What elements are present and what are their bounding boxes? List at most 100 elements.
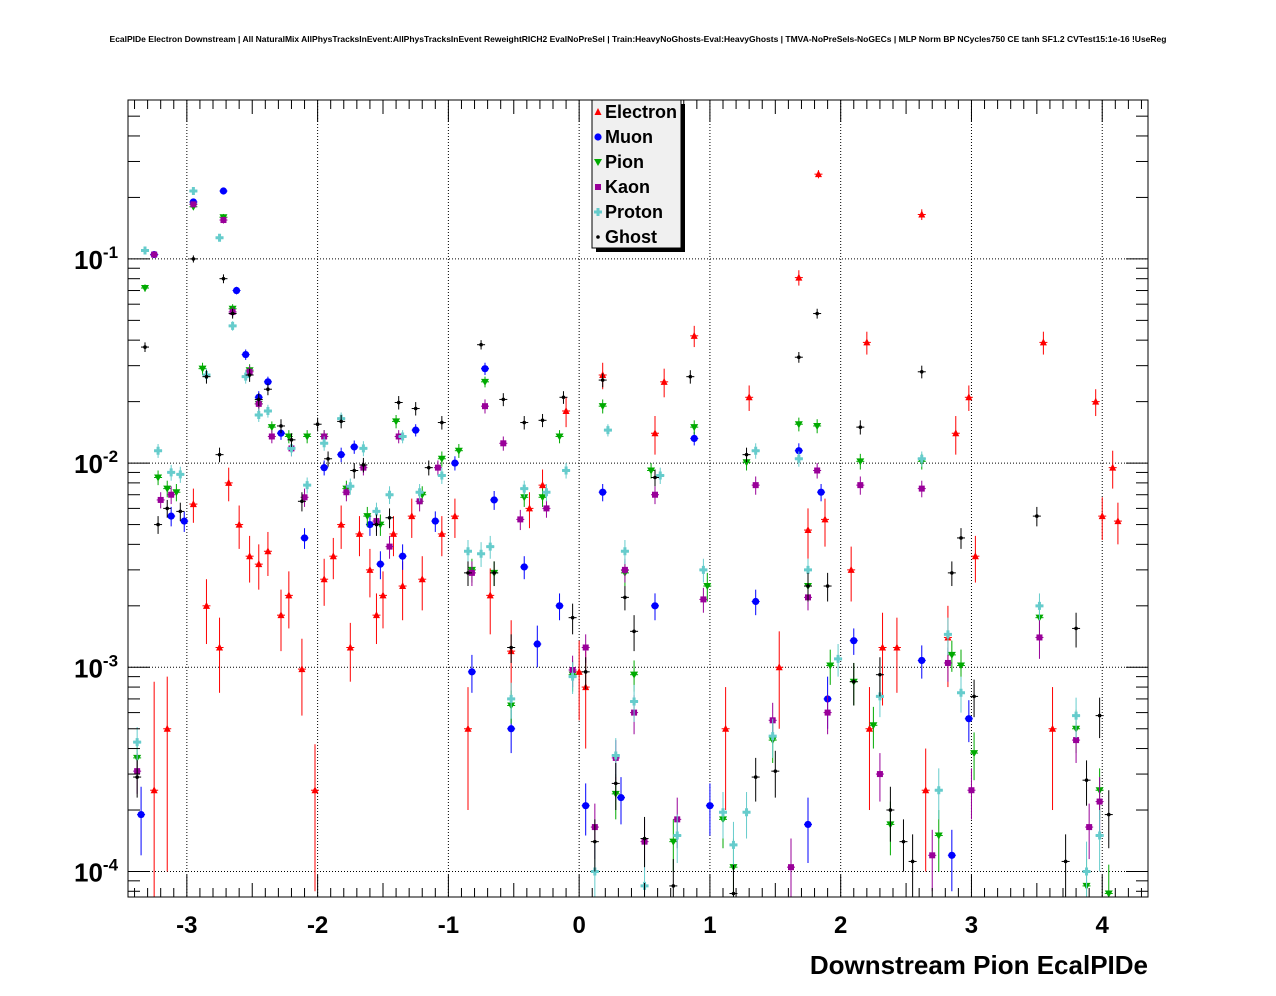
data-point [688,374,693,379]
data-point [151,251,158,258]
data-point [690,331,698,339]
data-point [653,475,657,480]
data-point [804,565,812,574]
data-point [613,781,618,786]
data-point [454,447,463,455]
data-point [620,547,629,556]
y-tick-label: 10-3 [74,651,118,683]
data-point [929,852,936,859]
data-point [415,488,424,497]
data-point [1063,859,1068,864]
data-point [267,424,276,432]
legend-label-kaon: Kaon [605,177,650,197]
data-point [910,859,915,864]
data-point [850,637,858,645]
data-point [821,515,829,523]
data-point [517,516,524,523]
legend-marker-kaon [595,184,601,190]
data-point [775,663,783,671]
data-point [242,350,250,359]
data-point [582,644,589,651]
data-point [1084,778,1089,782]
data-point [968,787,975,794]
data-point [538,494,547,502]
axes: -3 -2 -1 0 1 2 3 4 10-1 10-2 10-3 10-4 [74,99,1149,939]
data-point [372,507,381,516]
data-point [621,566,628,573]
data-point [507,725,515,733]
data-point [1082,867,1091,876]
data-point [387,515,392,520]
data-point [1114,517,1122,525]
data-point [366,520,374,529]
data-point [300,499,304,504]
data-point [225,478,233,486]
data-point [752,482,759,489]
legend-marker-muon [594,133,602,141]
data-point [703,583,712,591]
data-point [745,393,753,401]
series-electron [150,170,1122,897]
data-point [374,522,379,527]
data-point [221,276,226,281]
data-point [176,470,185,479]
data-point [700,596,707,603]
data-point [303,481,312,490]
data-point [525,504,533,512]
data-point [794,454,803,463]
data-point [366,565,374,573]
data-point [399,552,407,560]
data-point [386,543,393,550]
data-point [143,345,147,349]
data-point [217,452,222,457]
data-point [611,751,620,760]
data-point [180,517,188,525]
data-point [893,643,901,651]
data-point [651,602,659,610]
data-point [190,201,197,208]
data-point [642,836,647,841]
data-point [135,775,139,779]
data-point [389,529,397,537]
data-point [1106,812,1111,817]
data-point [256,397,261,402]
data-point [426,465,431,470]
data-point [971,552,979,560]
data-point [311,786,319,794]
data-point [817,488,825,496]
data-point [582,802,590,810]
data-point [673,831,682,840]
x-tick-label: -2 [307,912,328,939]
data-point [630,697,639,706]
data-point [878,672,882,677]
data-point [795,273,803,281]
legend-marker-proton [594,208,602,216]
data-point [520,494,529,502]
series-proton [133,187,1104,897]
data-point [235,520,243,528]
data-point [600,378,605,382]
data-point [451,459,459,467]
data-point [141,246,149,255]
data-point [706,802,714,810]
data-point [934,786,943,795]
data-point [285,591,293,599]
data-point [326,456,330,461]
data-point [856,458,865,466]
data-point [858,425,863,429]
data-point [593,839,597,844]
data-point [277,611,285,619]
data-point [355,529,363,537]
data-point [543,505,550,512]
x-tick-label: -1 [438,912,459,939]
data-point [901,839,906,844]
data-point [617,794,625,802]
x-tick-label: -3 [176,912,197,939]
data-point [555,602,564,610]
data-point [876,771,883,778]
data-point [753,775,758,779]
data-point [246,552,254,560]
data-point [623,595,627,600]
data-point [163,485,172,493]
data-point [1086,824,1093,831]
